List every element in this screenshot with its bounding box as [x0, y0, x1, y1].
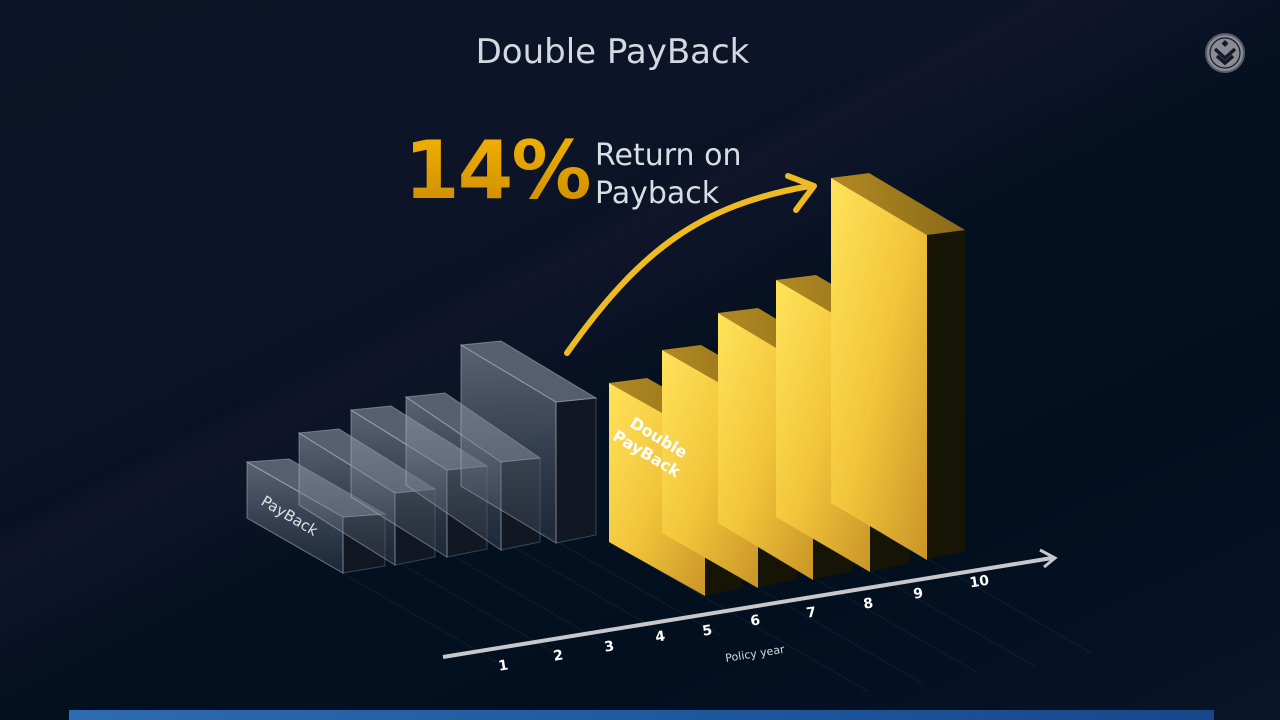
footer-bar	[69, 710, 1214, 720]
bar-front-face	[831, 178, 927, 560]
slide-title: Double PayBack	[475, 32, 750, 72]
bar-side-face	[927, 230, 965, 560]
x-axis-line	[442, 556, 1053, 659]
headline-line2: Payback	[595, 176, 720, 211]
x-tick-label: 6	[749, 612, 761, 629]
growth-arrow	[564, 183, 813, 356]
x-tick-label: 3	[603, 638, 615, 655]
x-tick-label: 1	[497, 657, 509, 674]
x-tick-label: 7	[805, 604, 817, 621]
x-axis-arrow-head	[1039, 548, 1058, 569]
x-tick-label: 9	[912, 585, 924, 602]
bar-front-face	[460, 344, 557, 544]
growth-arrow-head	[785, 173, 817, 213]
chevron-shield-logo-icon	[1205, 33, 1245, 73]
headline-line1: Return on	[595, 138, 742, 173]
x-axis-label: Policy year	[724, 643, 785, 665]
x-tick-label: 2	[552, 647, 564, 664]
headline-text: Return on Payback	[595, 137, 741, 213]
glass-bar-5	[459, 340, 598, 544]
x-tick-label: 10	[969, 573, 991, 592]
floor-line	[608, 541, 870, 693]
bar-side-face	[555, 397, 597, 544]
bar-top-face	[831, 173, 965, 235]
x-tick-label: 8	[862, 595, 874, 612]
x-tick-label: 4	[654, 628, 666, 645]
gold-bar-5	[831, 173, 965, 560]
headline-percentage: 14%	[404, 124, 591, 217]
x-tick-label: 5	[701, 622, 713, 639]
